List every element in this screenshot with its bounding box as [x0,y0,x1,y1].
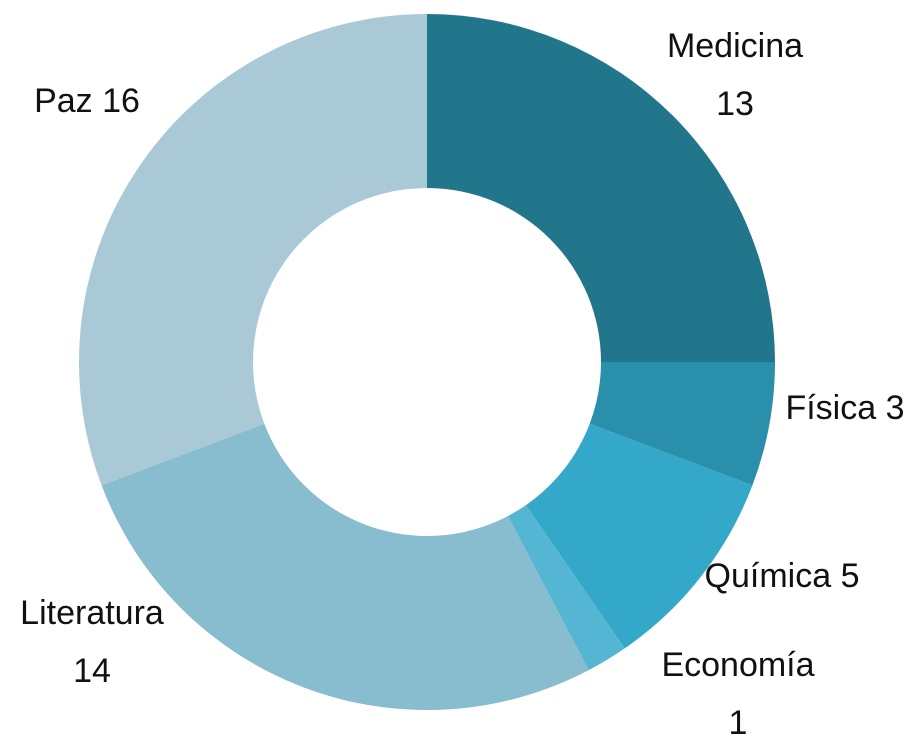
slice-label: Medicina [667,27,803,65]
donut-slice [525,423,753,649]
donut-slice [427,14,775,362]
slice-category: Química [705,557,832,595]
slice-label: Paz 16 [34,82,140,120]
slice-label: Literatura [20,594,164,632]
slice-label: Economía [661,646,814,684]
slice-value: 14 [73,652,111,690]
donut-slice [507,505,625,671]
slice-value: 3 [886,389,905,427]
donut-slice [101,423,589,710]
donut-slice [79,14,427,486]
slice-label: Química 5 [705,557,860,595]
slice-label: Física 3 [785,389,904,427]
donut-slice [589,362,775,486]
slice-category: Física [785,389,876,427]
slice-value: 16 [102,82,140,120]
slice-value: 1 [729,704,748,742]
slice-value: 5 [841,557,860,595]
slice-category: Paz [34,82,93,120]
slice-value: 13 [716,85,754,123]
